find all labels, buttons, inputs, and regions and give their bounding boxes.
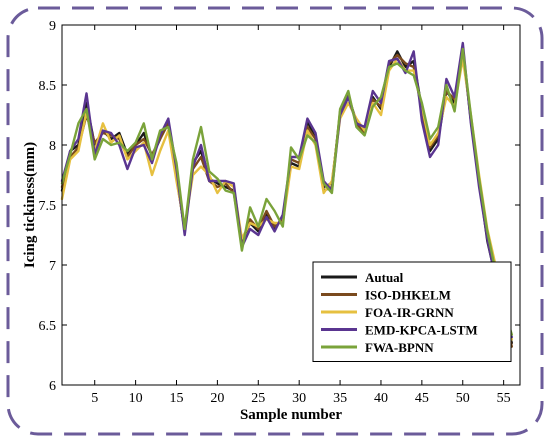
x-tick-label: 50 [456,391,470,406]
legend-label: FOA-IR-GRNN [365,305,454,320]
x-tick-label: 15 [170,391,184,406]
y-tick-label: 6.5 [39,319,57,334]
y-axis-label: Icing tickiness(mm) [22,142,38,268]
series-line-5 [60,47,513,336]
legend-label: ISO-DHKELM [365,288,451,303]
y-tick-label: 8.5 [39,79,57,94]
y-tick-label: 7 [49,259,56,274]
legend-label: Autual [365,270,404,285]
x-axis-label: Sample number [240,407,342,423]
x-tick-label: 35 [333,391,347,406]
series-group [60,41,513,348]
x-tick-label: 30 [292,391,306,406]
y-tick-label: 8 [49,139,56,154]
x-tick-label: 20 [210,391,224,406]
legend: Autual ISO-DHKELM FOA-IR-GRNN EMD-KPCA-LSTM… [312,261,512,362]
y-tick-label: 9 [49,19,56,34]
x-tick-label: 45 [415,391,429,406]
x-tick-label: 10 [129,391,143,406]
x-tick-label: 5 [91,391,98,406]
legend-label: EMD-KPCA-LSTM [365,323,478,338]
x-axis: 5 10 15 20 25 30 35 40 45 50 55 [91,25,511,406]
dashed-frame [6,6,544,436]
x-tick-label: 40 [374,391,388,406]
x-tick-label: 25 [251,391,265,406]
y-axis: 6 6.5 7 7.5 8 8.5 9 [39,19,520,394]
y-tick-label: 7.5 [39,199,57,214]
legend-label: FWA-BPNN [365,340,434,355]
x-tick-label: 55 [497,391,511,406]
y-tick-label: 6 [49,379,56,394]
